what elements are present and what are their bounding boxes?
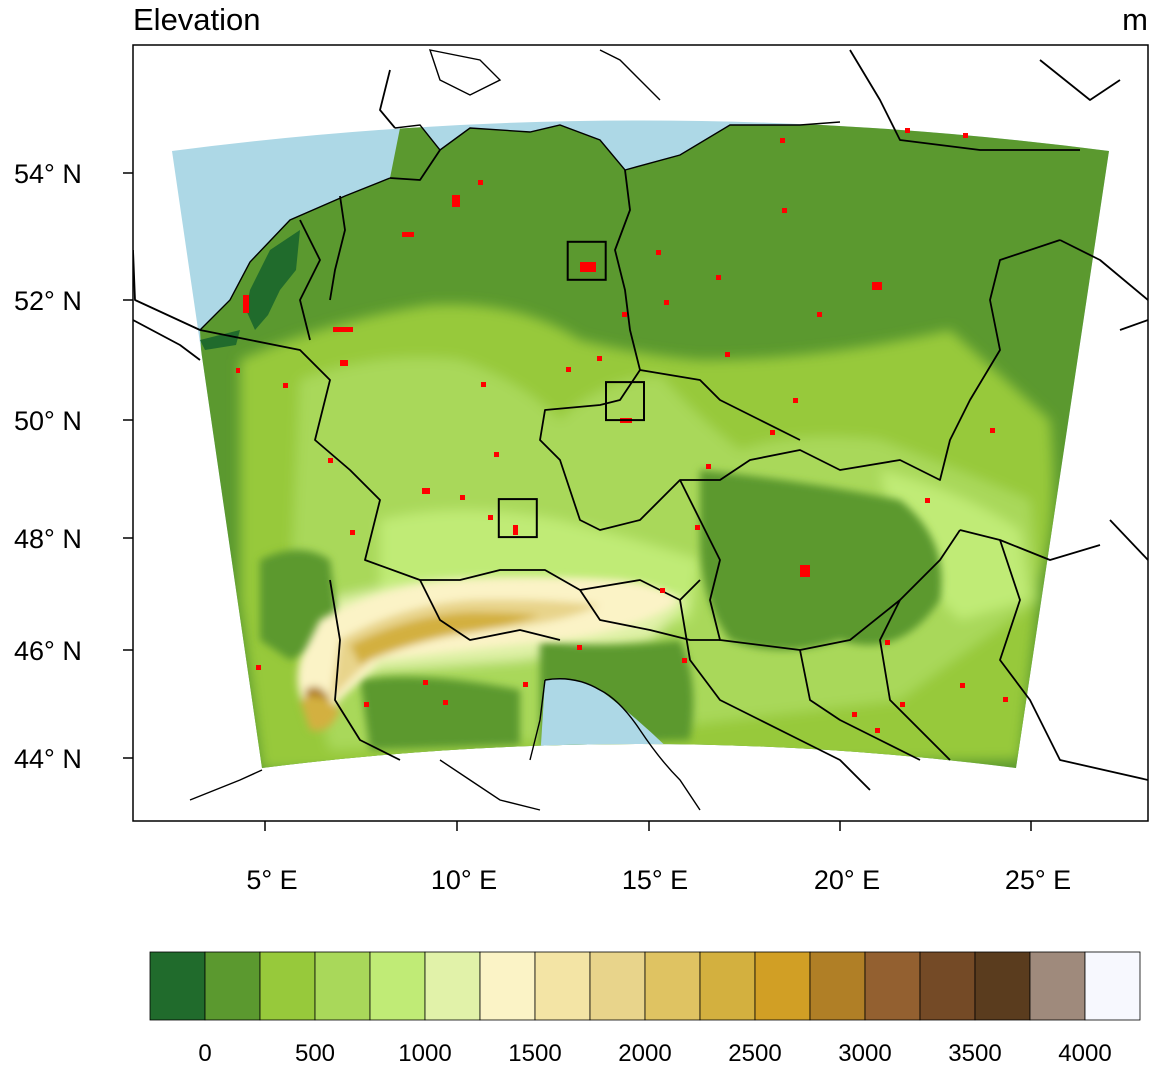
colorbar-swatch <box>534 951 591 1021</box>
colorbar-swatch <box>314 951 371 1021</box>
lat-label-44: 44° N <box>14 744 82 774</box>
map-title: Elevation <box>133 2 261 37</box>
colorbar-swatch <box>479 951 536 1021</box>
colorbar-swatch <box>974 951 1031 1021</box>
colorbar-label: 2000 <box>618 1040 671 1067</box>
lon-label-10: 10° E <box>431 865 497 895</box>
colorbar-swatch <box>369 951 426 1021</box>
units-label: m <box>1122 2 1148 37</box>
elevation-domain <box>172 120 1109 768</box>
colorbar-label: 2500 <box>728 1040 781 1067</box>
colorbar-label: 1000 <box>398 1040 451 1067</box>
lon-label-25: 25° E <box>1005 865 1071 895</box>
colorbar-swatch <box>204 951 261 1021</box>
adriatic-sea <box>540 678 680 760</box>
colorbar-labels: 0 500 1000 1500 2000 2500 3000 3500 4000 <box>198 1040 1111 1067</box>
colorbar-swatch <box>1029 951 1086 1021</box>
colorbar-swatch <box>919 951 976 1021</box>
lon-label-20: 20° E <box>814 865 880 895</box>
colorbar-label: 500 <box>295 1040 335 1067</box>
colorbar-swatch <box>149 951 206 1021</box>
colorbar-swatch <box>699 951 756 1021</box>
colorbar-swatch <box>1084 951 1141 1021</box>
lon-label-5: 5° E <box>246 865 297 895</box>
colorbar-swatch <box>809 951 866 1021</box>
colorbar-swatch <box>754 951 811 1021</box>
lowland-coast <box>246 230 300 330</box>
lon-ticks <box>264 821 1032 831</box>
marker-munich <box>497 498 538 539</box>
map-frame <box>132 44 1149 822</box>
lat-label-46: 46° N <box>14 636 82 666</box>
lat-ticks <box>123 172 133 759</box>
colorbar-label: 4000 <box>1058 1040 1111 1067</box>
lat-label-48: 48° N <box>14 524 82 554</box>
colorbar-label: 0 <box>198 1040 211 1067</box>
colorbar-swatch <box>259 951 316 1021</box>
country-borders <box>133 49 1148 791</box>
coastlines <box>189 49 841 811</box>
marker-prague <box>605 381 645 422</box>
colorbar-swatches <box>149 951 1141 1021</box>
colorbar-swatch <box>864 951 921 1021</box>
study-site-markers <box>497 240 645 539</box>
colorbar-label: 3500 <box>948 1040 1001 1067</box>
lat-label-50: 50° N <box>14 406 82 436</box>
colorbar-swatch <box>589 951 646 1021</box>
lon-labels: 5° E 10° E 15° E 20° E 25° E <box>246 865 1071 895</box>
colorbar-label: 3000 <box>838 1040 891 1067</box>
map-area <box>133 49 1148 811</box>
colorbar-swatch <box>424 951 481 1021</box>
marker-berlin <box>566 240 607 281</box>
lat-labels: 54° N 52° N 50° N 48° N 46° N 44° N <box>14 159 82 774</box>
lat-label-52: 52° N <box>14 286 82 316</box>
lon-label-15: 15° E <box>622 865 688 895</box>
colorbar-swatch <box>644 951 701 1021</box>
colorbar-label: 1500 <box>508 1040 561 1067</box>
alps-highlands <box>297 577 680 731</box>
urban-areas <box>236 128 1008 733</box>
lat-label-54: 54° N <box>14 159 82 189</box>
colorbar: 0 500 1000 1500 2000 2500 3000 3500 4000 <box>149 951 1141 1067</box>
